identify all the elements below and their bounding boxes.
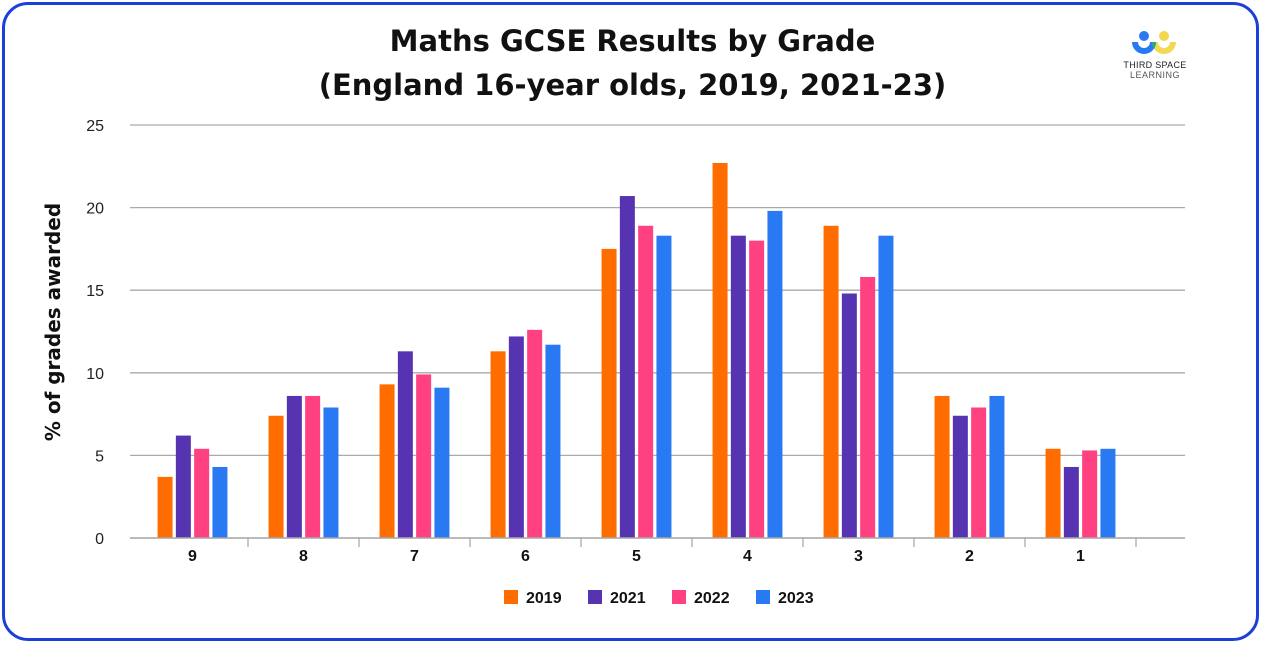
- bar-2019-grade-5: [601, 248, 617, 538]
- bar-2022-grade-3: [860, 276, 876, 538]
- bar-2021-grade-8: [286, 395, 302, 538]
- bar-2023-grade-2: [989, 395, 1005, 538]
- bar-2022-grade-8: [305, 395, 321, 538]
- bar-2021-grade-1: [1063, 466, 1079, 538]
- logo-text-line2: LEARNING: [1129, 70, 1180, 80]
- bar-2019-grade-3: [823, 225, 839, 538]
- legend-label: 2021: [610, 590, 646, 607]
- bar-2019-grade-2: [934, 395, 950, 538]
- bar-2021-grade-9: [175, 435, 191, 538]
- legend-label: 2019: [526, 590, 562, 607]
- x-tick-label: 4: [743, 548, 752, 565]
- y-axis-label: % of grades awarded: [41, 203, 65, 441]
- bar-2022-grade-7: [416, 374, 432, 538]
- bar-2023-grade-7: [434, 387, 450, 538]
- bar-2023-grade-4: [767, 210, 783, 539]
- bar-2021-grade-6: [508, 336, 524, 538]
- bar-2022-grade-6: [527, 329, 543, 538]
- bar-2022-grade-1: [1082, 450, 1098, 538]
- y-tick-label: 0: [95, 531, 104, 548]
- bar-2019-grade-9: [157, 476, 173, 538]
- x-tick-label: 2: [965, 548, 974, 565]
- y-tick-label: 5: [95, 448, 104, 465]
- bar-2021-grade-5: [619, 196, 635, 538]
- third-space-learning-logo: THIRD SPACE LEARNING: [1105, 30, 1205, 80]
- legend-label: 2022: [694, 590, 730, 607]
- bar-2019-grade-7: [379, 384, 395, 538]
- y-tick-label: 25: [86, 118, 104, 135]
- bar-2019-grade-6: [490, 351, 506, 538]
- bar-2023-grade-9: [212, 466, 228, 538]
- x-tick-label: 5: [632, 548, 641, 565]
- chart-subtitle: (England 16-year olds, 2019, 2021-23): [318, 68, 947, 102]
- bar-2023-grade-8: [323, 407, 339, 538]
- bar-2023-grade-6: [545, 344, 561, 538]
- bar-2022-grade-2: [971, 407, 987, 538]
- bar-2021-grade-3: [841, 293, 857, 538]
- bar-2023-grade-3: [878, 235, 894, 538]
- bar-2022-grade-9: [194, 448, 210, 538]
- bar-2021-grade-7: [397, 351, 413, 538]
- bar-2023-grade-1: [1100, 448, 1116, 538]
- bar-2019-grade-1: [1045, 448, 1061, 538]
- legend-swatch-2021: [588, 590, 602, 604]
- x-tick-label: 9: [188, 548, 197, 565]
- y-tick-label: 10: [86, 366, 104, 383]
- bar-2022-grade-4: [749, 240, 765, 538]
- x-tick-label: 6: [521, 548, 530, 565]
- x-tick-label: 7: [410, 548, 419, 565]
- logo-text-line1: THIRD SPACE: [1123, 60, 1187, 70]
- x-tick-label: 3: [854, 548, 863, 565]
- bar-2021-grade-4: [730, 235, 746, 538]
- legend-swatch-2023: [756, 590, 770, 604]
- chart-title: Maths GCSE Results by Grade: [389, 24, 876, 58]
- y-tick-label: 20: [86, 201, 104, 218]
- logo-mark-icon: [1132, 31, 1176, 54]
- legend-swatch-2019: [504, 590, 518, 604]
- legend-label: 2023: [778, 590, 814, 607]
- bar-2021-grade-2: [952, 415, 968, 538]
- bar-2023-grade-5: [656, 235, 672, 538]
- bar-2019-grade-4: [712, 162, 728, 538]
- x-tick-label: 1: [1076, 548, 1085, 565]
- bar-2019-grade-8: [268, 415, 284, 538]
- x-tick-label: 8: [299, 548, 308, 565]
- legend-swatch-2022: [672, 590, 686, 604]
- bar-2022-grade-5: [638, 225, 654, 538]
- y-tick-label: 15: [86, 283, 104, 300]
